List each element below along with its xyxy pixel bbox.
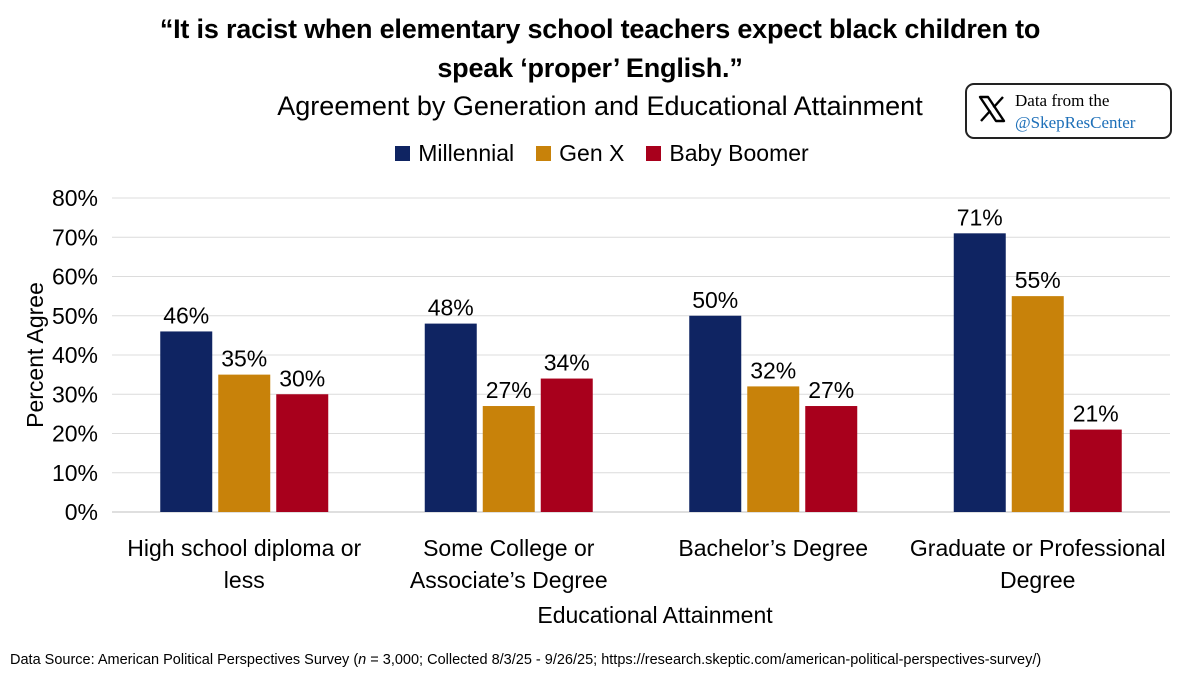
bar (218, 374, 271, 512)
data-label: 21% (1073, 401, 1119, 427)
y-tick-label: 30% (52, 381, 98, 407)
data-label: 71% (957, 204, 1003, 230)
data-label: 27% (808, 377, 854, 403)
bar (805, 406, 858, 512)
source-prefix: Data Source: American Political Perspect… (10, 652, 359, 668)
x-category-label: Associate’s Degree (410, 567, 608, 593)
bar (747, 386, 800, 512)
bar (276, 394, 329, 512)
data-source-badge: Data from the @SkepResCenter (965, 83, 1172, 139)
x-category-label: less (224, 567, 265, 593)
bar (689, 315, 742, 512)
source-n-variable: n (358, 652, 367, 668)
legend-swatch (395, 146, 411, 161)
x-category-label: Graduate or Professional (910, 535, 1166, 561)
bar (482, 406, 535, 512)
badge-handle[interactable]: @SkepResCenter (1015, 113, 1136, 132)
x-category-label: Degree (1000, 567, 1075, 593)
y-tick-label: 0% (65, 499, 98, 525)
data-source-note: Data Source: American Political Perspect… (10, 652, 1041, 668)
legend-label: Gen X (559, 140, 625, 166)
chart-title-line-2: speak ‘proper’ English.” (437, 53, 743, 83)
data-label: 32% (750, 357, 796, 383)
bar (160, 331, 213, 512)
chart-title-line-1: “It is racist when elementary school tea… (159, 14, 1041, 44)
data-label: 46% (163, 302, 209, 328)
bar (1069, 429, 1122, 512)
legend-item: Baby Boomer (646, 140, 809, 167)
y-tick-label: 80% (52, 185, 98, 211)
x-axis-title: Educational Attainment (537, 602, 773, 628)
y-tick-label: 60% (52, 264, 98, 290)
x-category-label: Bachelor’s Degree (678, 535, 868, 561)
legend-label: Baby Boomer (669, 140, 809, 166)
data-label: 50% (692, 287, 738, 313)
y-tick-label: 50% (52, 303, 98, 329)
y-tick-label: 70% (52, 224, 98, 250)
badge-line-1: Data from the (1015, 91, 1110, 110)
x-logo-icon (978, 95, 1006, 123)
y-tick-label: 20% (52, 421, 98, 447)
data-label: 48% (428, 295, 474, 321)
bar (1011, 296, 1064, 512)
y-tick-label: 40% (52, 342, 98, 368)
bar (953, 233, 1006, 512)
chart-legend: Millennial Gen X Baby Boomer (0, 140, 1200, 167)
legend-swatch (536, 146, 552, 161)
data-label: 27% (486, 377, 532, 403)
y-axis-title: Percent Agree (22, 282, 48, 428)
data-label: 30% (279, 365, 325, 391)
bar (424, 323, 477, 512)
data-label: 35% (221, 346, 267, 372)
chart-subtitle: Agreement by Generation and Educational … (277, 91, 923, 121)
data-label: 34% (544, 350, 590, 376)
legend-item: Gen X (536, 140, 624, 167)
x-category-label: Some College or (423, 535, 595, 561)
bar-chart: 0% 10% 20% 30% 40% 50% 60% 70% 80% 46% 35% 30% High … (22, 185, 1170, 628)
data-label: 55% (1015, 267, 1061, 293)
legend-swatch (646, 146, 662, 161)
legend-item: Millennial (395, 140, 514, 167)
x-category-label: High school diploma or (127, 535, 361, 561)
bar (540, 378, 593, 512)
source-details: = 3,000; Collected 8/3/25 - 9/26/25; htt… (366, 652, 1042, 668)
legend-label: Millennial (418, 140, 515, 166)
y-tick-label: 10% (52, 460, 98, 486)
